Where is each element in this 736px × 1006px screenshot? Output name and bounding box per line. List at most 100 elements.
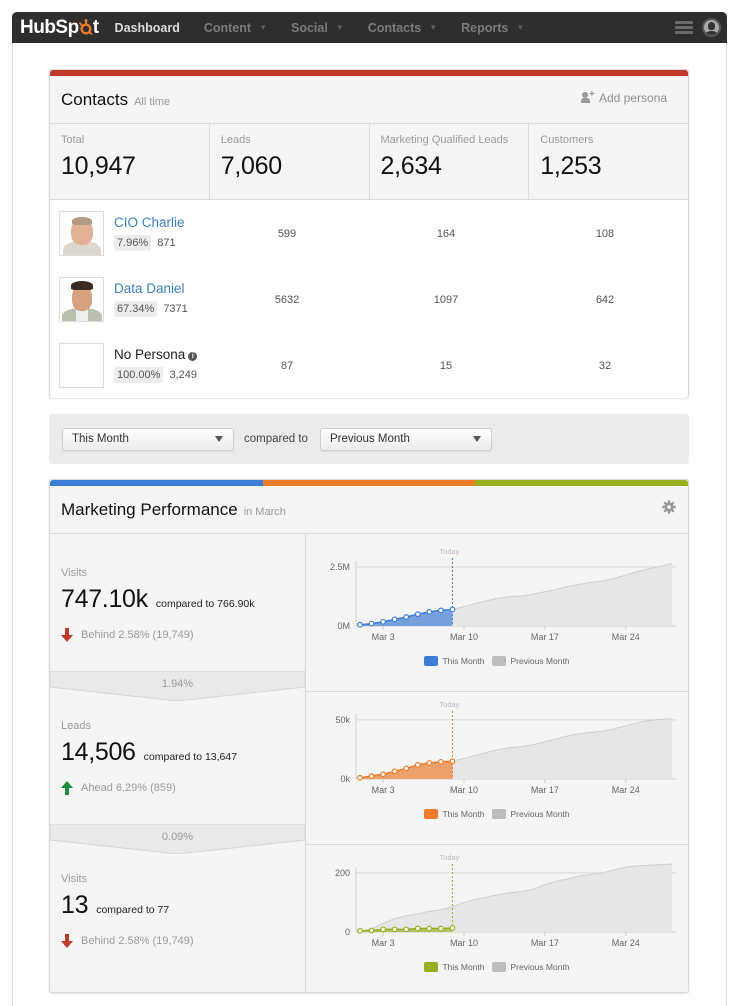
legend-previous-month[interactable]: Previous Month (492, 809, 570, 819)
chart-legend: This Month Previous Month (306, 809, 688, 819)
nav-item-content[interactable]: Content ▼ (204, 21, 267, 35)
metric-visits: Visits 747.10k compared to 766.90k Behin… (50, 567, 305, 642)
visits-2-area-chart: 0 200 Mar 3 Mar 10 Mar 17 Mar 24 Today (335, 853, 676, 948)
stat-mql[interactable]: Marketing Qualified Leads 2,634 (370, 124, 530, 199)
metric-compare: compared to 13,647 (143, 751, 238, 763)
persona-percent-badge: 67.34% (114, 301, 158, 317)
metric-leads: Leads 14,506 compared to 13,647 Ahead 6.… (50, 720, 305, 795)
leads-chart[interactable]: 0k 50k Mar 3 Mar 10 Mar 17 Mar 24 Today This M… (306, 693, 688, 845)
legend-swatch (424, 656, 439, 666)
add-persona-button[interactable]: Add persona (580, 89, 667, 105)
svg-text:2.5M: 2.5M (330, 562, 350, 572)
persona-table: CIO Charlie 7.96% 871 599 164 108 Data D… (50, 200, 688, 398)
hubspot-logo[interactable]: HubSp t (20, 16, 99, 38)
legend-swatch (424, 809, 439, 819)
legend-swatch (424, 962, 439, 972)
metric-value: 747.10k (61, 585, 148, 613)
chevron-down-icon: ▼ (516, 23, 525, 32)
stat-label: Customers (540, 134, 594, 146)
legend-previous-month[interactable]: Previous Month (492, 656, 570, 666)
contacts-accent-bar (50, 70, 688, 76)
persona-photo-data-daniel[interactable] (59, 276, 104, 322)
stat-value: 1,253 (540, 152, 602, 180)
chart-legend: This Month Previous Month (306, 962, 688, 972)
top-navbar: HubSp t Dashboard Content ▼ Social ▼ Contacts ▼… (12, 12, 727, 43)
user-avatar-icon[interactable] (702, 18, 721, 37)
gear-icon[interactable] (662, 500, 676, 514)
chevron-down-icon: ▼ (429, 23, 438, 32)
legend-this-month[interactable]: This Month (424, 809, 484, 819)
metric-value: 14,506 (61, 738, 136, 766)
stat-leads[interactable]: Leads 7,060 (210, 124, 370, 199)
legend-label: Previous Month (510, 962, 570, 972)
nav-menu: Dashboard Content ▼ Social ▼ Contacts ▼ Reports… (115, 12, 549, 43)
legend-previous-month[interactable]: Previous Month (492, 962, 570, 972)
menu-icon[interactable] (675, 21, 693, 34)
metric-value: 13 (61, 891, 89, 919)
persona-photo-empty (59, 342, 104, 388)
legend-label: Previous Month (510, 656, 570, 666)
visits-2-chart[interactable]: 0 200 Mar 3 Mar 10 Mar 17 Mar 24 Today This Mo… (306, 846, 688, 998)
svg-text:0k: 0k (340, 774, 350, 784)
stat-total[interactable]: Total 10,947 (50, 124, 210, 199)
contacts-subtitle: All time (134, 95, 171, 108)
persona-photo-cio-charlie[interactable] (59, 210, 104, 256)
nav-item-reports[interactable]: Reports ▼ (461, 21, 524, 35)
nav-item-contacts[interactable]: Contacts ▼ (368, 21, 437, 35)
svg-text:0M: 0M (337, 621, 350, 631)
nav-item-dashboard[interactable]: Dashboard (115, 21, 180, 35)
chevron-down-icon: ▼ (259, 23, 267, 32)
nav-item-label: Contacts (367, 20, 422, 35)
persona-leads: 87 (280, 360, 294, 372)
svg-text:Today: Today (439, 547, 459, 556)
persona-name-link[interactable]: Data Daniel (114, 281, 185, 296)
persona-total: 3,249 (169, 369, 197, 381)
marketing-performance-card: Marketing Performance in March Visits (49, 479, 689, 993)
comparison-select-value: Previous Month (329, 433, 410, 445)
period-select-value: This Month (72, 433, 129, 445)
arrow-down-icon (61, 628, 73, 642)
legend-label: This Month (442, 656, 485, 666)
add-persona-label: Add persona (598, 91, 667, 105)
chevron-down-icon: ▼ (335, 23, 344, 32)
nav-item-label: Content (203, 20, 252, 35)
svg-text:Mar 17: Mar 17 (531, 785, 559, 795)
persona-mql: 15 (439, 360, 453, 372)
contacts-header: Contacts All time Add persona (50, 76, 688, 124)
persona-mql: 1097 (433, 294, 459, 306)
comparison-select[interactable]: Previous Month (319, 427, 492, 451)
stat-value: 10,947 (61, 152, 136, 180)
svg-text:Mar 24: Mar 24 (612, 785, 640, 795)
conversion-funnel: 0.09% (50, 824, 305, 854)
stat-label: Marketing Qualified Leads (380, 134, 509, 146)
metric-compare: compared to 766.90k (155, 598, 255, 610)
performance-title: Marketing Performance (61, 499, 238, 519)
persona-leads: 599 (277, 228, 297, 240)
legend-this-month[interactable]: This Month (424, 656, 484, 666)
sprocket-icon (78, 19, 93, 36)
performance-subtitle: in March (243, 505, 286, 518)
info-icon[interactable]: i (188, 352, 198, 361)
contacts-card: Contacts All time Add persona Total 10,9… (49, 69, 689, 398)
svg-text:Mar 3: Mar 3 (372, 938, 395, 948)
visits-chart[interactable]: 0M 2.5M Mar 3 Mar 10 Mar 17 Mar 24 Today This … (306, 540, 688, 692)
svg-text:Today: Today (439, 700, 459, 709)
persona-customers: 32 (598, 360, 612, 372)
persona-name-link[interactable]: CIO Charlie (114, 215, 185, 230)
charts-column: 0M 2.5M Mar 3 Mar 10 Mar 17 Mar 24 Today This … (306, 534, 688, 993)
arrow-up-icon (61, 781, 73, 795)
period-select[interactable]: This Month (62, 427, 234, 451)
nav-item-social[interactable]: Social ▼ (291, 21, 344, 35)
svg-text:Mar 24: Mar 24 (612, 938, 640, 948)
svg-text:Mar 10: Mar 10 (450, 938, 478, 948)
metric-compare: compared to 77 (96, 904, 170, 916)
persona-customers: 642 (595, 294, 615, 306)
persona-percent-badge: 100.00% (114, 367, 164, 383)
persona-leads: 5632 (274, 294, 300, 306)
stat-customers[interactable]: Customers 1,253 (529, 124, 688, 199)
funnel-chevron (50, 824, 305, 854)
persona-mql: 164 (436, 228, 456, 240)
stat-label: Total (61, 134, 85, 146)
metric-delta: Behind 2.58% (19,749) (81, 629, 194, 641)
legend-this-month[interactable]: This Month (424, 962, 484, 972)
